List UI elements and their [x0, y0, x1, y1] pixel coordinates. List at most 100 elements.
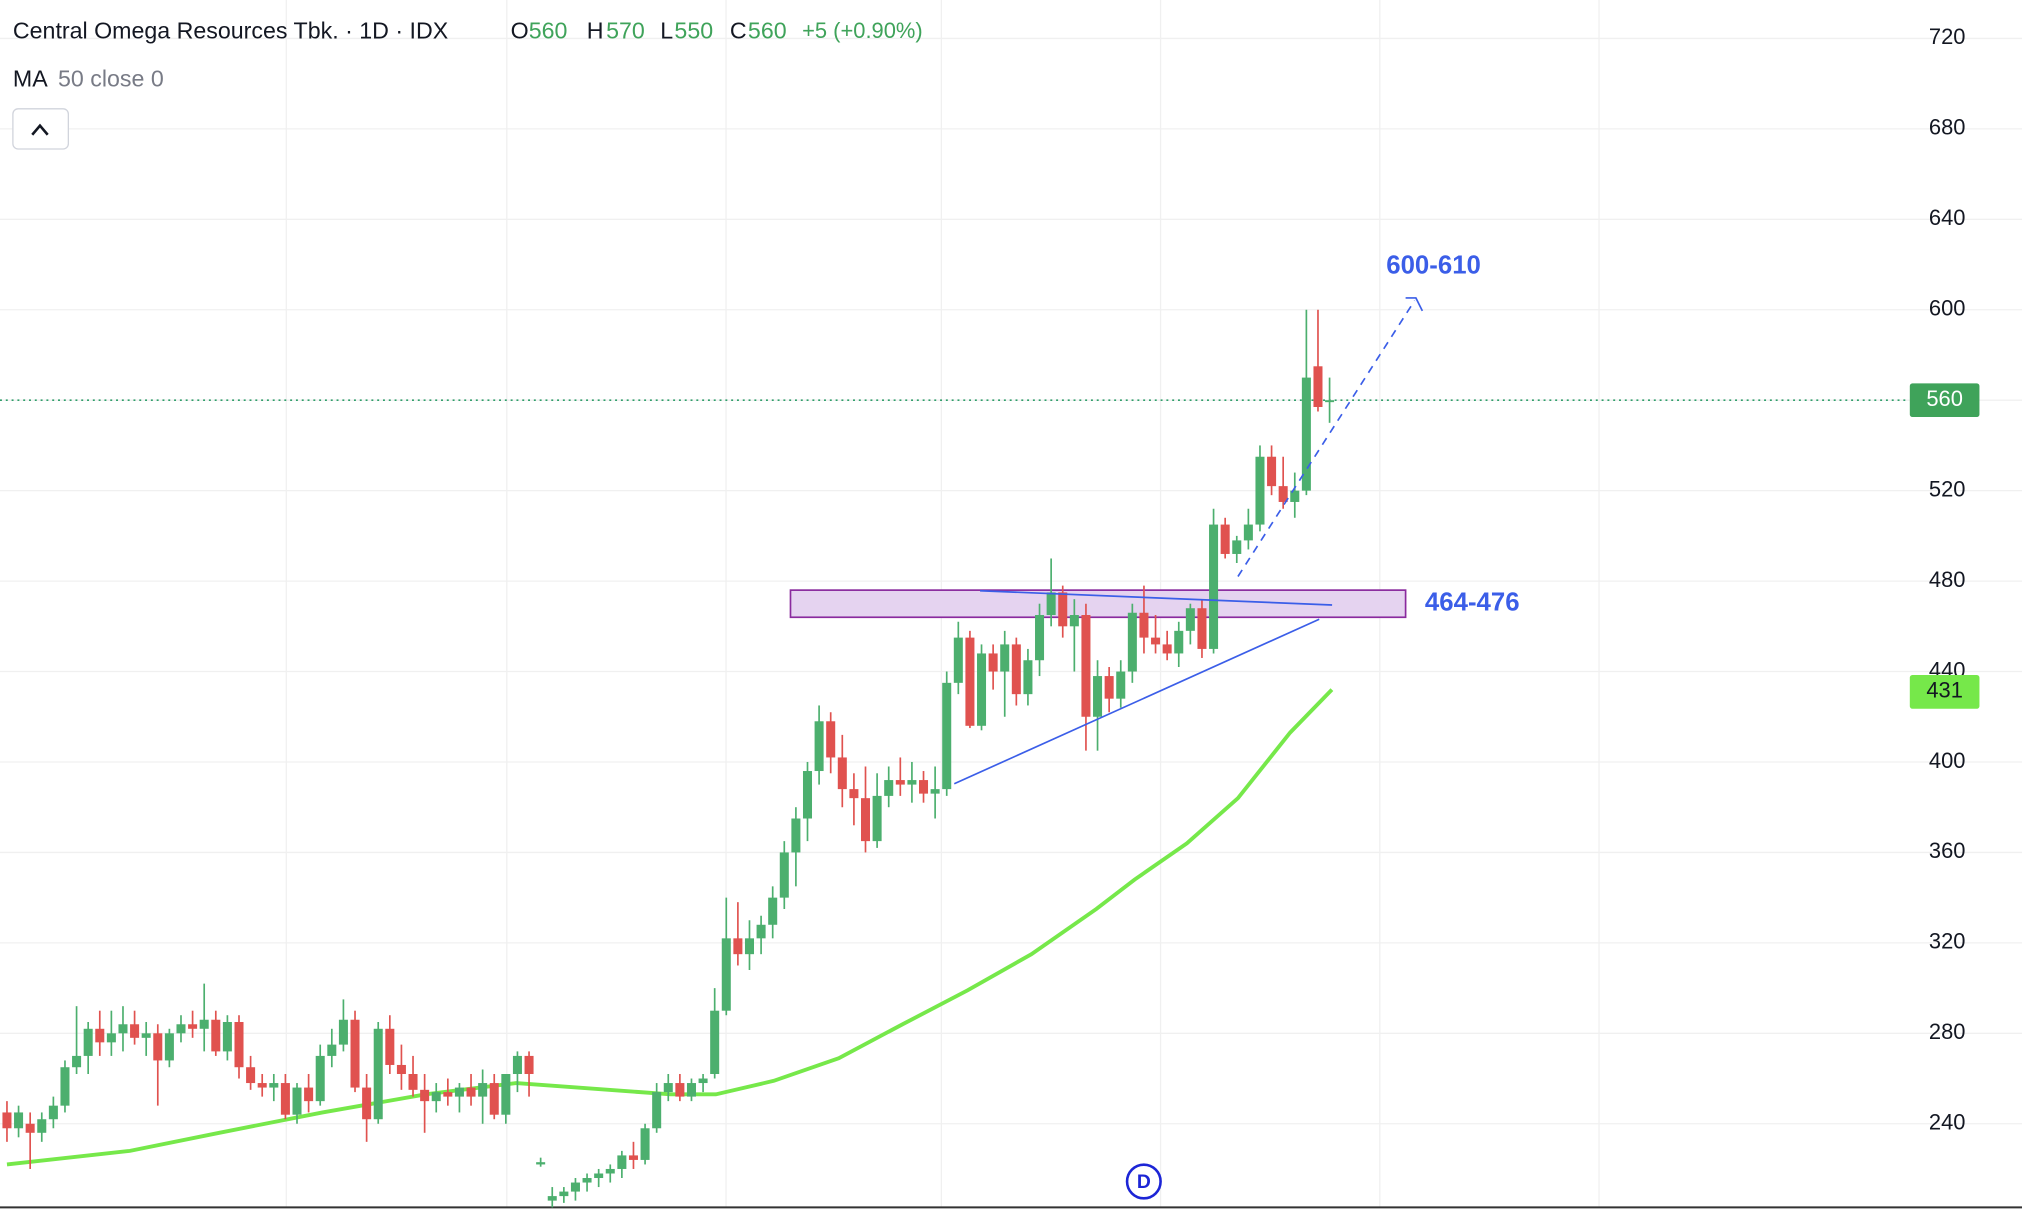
- candle-body: [663, 1083, 673, 1093]
- y-tick-label: 280: [1929, 1019, 1966, 1044]
- candle-body: [1209, 524, 1219, 649]
- o-value: 560: [529, 17, 568, 43]
- candle-body: [733, 938, 743, 955]
- candle-body: [605, 1168, 615, 1174]
- c-label: C: [730, 17, 747, 43]
- candle-body: [582, 1178, 592, 1183]
- indicator-params: 50 close 0: [58, 65, 164, 91]
- candle-body: [106, 1033, 116, 1043]
- o-label: O: [511, 17, 529, 43]
- candle-body: [1162, 644, 1172, 654]
- candle-body: [304, 1087, 314, 1102]
- candle-body: [942, 682, 952, 790]
- candle-body: [454, 1087, 464, 1097]
- candle-body: [489, 1083, 499, 1115]
- event-marker[interactable]: D: [1125, 1163, 1162, 1200]
- y-tick-label: 640: [1929, 205, 1966, 230]
- candle-body: [373, 1028, 383, 1120]
- candle-body: [640, 1128, 650, 1160]
- candle-body: [768, 897, 778, 925]
- ma-line: [6, 688, 1334, 1167]
- event-label[interactable]: D: [1137, 1171, 1151, 1193]
- last-price-label: 560: [1926, 386, 1963, 411]
- collapse-button[interactable]: [12, 108, 69, 150]
- candle-body: [338, 1019, 348, 1045]
- candle-body: [1325, 400, 1335, 403]
- candle-body: [1139, 612, 1149, 638]
- candle-body: [478, 1083, 488, 1097]
- candle-body: [1116, 671, 1126, 699]
- candle-body: [1243, 524, 1253, 541]
- candle-body: [791, 818, 801, 853]
- candle-body: [466, 1087, 476, 1097]
- candle-body: [280, 1083, 290, 1115]
- header: Central Omega Resources Tbk. · 1D · IDX …: [13, 17, 923, 91]
- candle-body: [501, 1074, 511, 1115]
- candle-body: [37, 1119, 47, 1133]
- trendlines: [953, 297, 1424, 785]
- candle-body: [675, 1083, 685, 1097]
- candle-body: [977, 653, 987, 726]
- last-price-tag: [1909, 383, 1980, 418]
- candle-body: [234, 1022, 244, 1068]
- indicator-name: MA: [13, 65, 48, 91]
- candle-body: [802, 771, 813, 819]
- candle-body: [327, 1044, 337, 1056]
- candle-body: [1151, 637, 1161, 645]
- collapse-button-box[interactable]: [12, 108, 69, 150]
- candle-body: [988, 653, 998, 672]
- candle-body: [965, 637, 975, 726]
- candle-body: [141, 1033, 151, 1038]
- candle-body: [315, 1055, 325, 1102]
- collapse-icon[interactable]: [31, 123, 49, 136]
- candle-body: [164, 1033, 174, 1061]
- ma-label: 431: [1926, 678, 1963, 703]
- candle-body: [269, 1083, 279, 1088]
- candle-body: [849, 789, 859, 799]
- y-tick-label: 680: [1929, 115, 1966, 140]
- candle-body: [930, 789, 940, 794]
- candle-body: [652, 1092, 662, 1129]
- candle-body: [1023, 660, 1033, 695]
- event-circle[interactable]: [1125, 1163, 1162, 1200]
- l-value: 550: [674, 17, 713, 43]
- candle-body: [721, 938, 731, 1011]
- candle-body: [884, 780, 894, 796]
- plot: 464-476 600-610: [0, 252, 1909, 1208]
- target-label: 600-610: [1386, 252, 1481, 280]
- candle-body: [814, 721, 824, 772]
- projection-arrow: [1405, 297, 1424, 312]
- candle-body: [698, 1078, 708, 1084]
- candle-body: [512, 1055, 522, 1075]
- candle-body: [1000, 644, 1010, 672]
- candle-body: [710, 1010, 720, 1075]
- candle-body: [1104, 676, 1114, 699]
- y-tick-label: 600: [1929, 296, 1966, 321]
- candle-body: [837, 757, 847, 790]
- candle-body: [1011, 644, 1021, 695]
- candle-body: [1197, 608, 1207, 649]
- candle-body: [1081, 615, 1091, 717]
- candle-body: [48, 1105, 58, 1120]
- candle-body: [443, 1092, 453, 1097]
- candle-body: [396, 1064, 406, 1075]
- candle-body: [570, 1182, 580, 1192]
- candle-body: [559, 1191, 569, 1197]
- candle-body: [686, 1083, 696, 1097]
- candle-body: [895, 780, 905, 785]
- candle-body: [1174, 630, 1184, 654]
- y-tick-label: 240: [1929, 1110, 1966, 1135]
- y-tick-label: 480: [1929, 567, 1966, 592]
- candle-body: [1035, 615, 1045, 661]
- candle-body: [222, 1022, 232, 1052]
- candle-body: [756, 924, 766, 939]
- candle-body: [350, 1019, 360, 1088]
- y-tick-label: 320: [1929, 929, 1966, 954]
- candle-body: [594, 1173, 604, 1179]
- candle-body: [199, 1019, 209, 1029]
- candle-body: [72, 1055, 82, 1068]
- candle-body: [118, 1024, 128, 1034]
- candle-body: [617, 1155, 627, 1169]
- projection-line: [1237, 300, 1416, 577]
